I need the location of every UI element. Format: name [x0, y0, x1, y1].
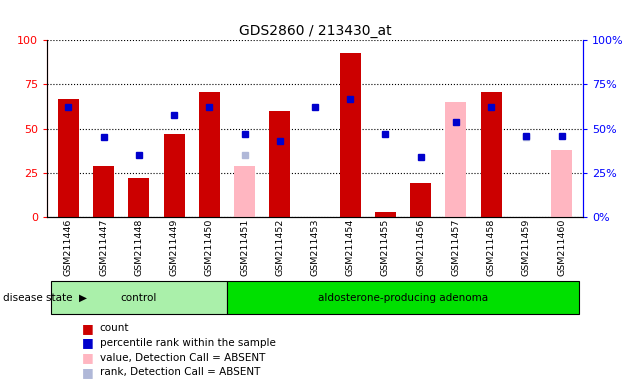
Bar: [340, 53, 361, 217]
Bar: [129, 178, 149, 217]
Text: percentile rank within the sample: percentile rank within the sample: [100, 338, 275, 348]
Text: GSM211454: GSM211454: [346, 218, 355, 276]
Text: ■: ■: [82, 366, 94, 379]
Bar: [375, 212, 396, 217]
Text: GSM211450: GSM211450: [205, 218, 214, 276]
Text: GSM211451: GSM211451: [240, 218, 249, 276]
Text: GSM211455: GSM211455: [381, 218, 390, 276]
Text: aldosterone-producing adenoma: aldosterone-producing adenoma: [318, 293, 488, 303]
Text: rank, Detection Call = ABSENT: rank, Detection Call = ABSENT: [100, 367, 260, 377]
Bar: [481, 91, 501, 217]
Text: control: control: [121, 293, 157, 303]
Text: GSM211448: GSM211448: [134, 218, 144, 276]
Bar: [93, 166, 114, 217]
Text: GSM211457: GSM211457: [452, 218, 461, 276]
Text: GSM211458: GSM211458: [486, 218, 496, 276]
Text: disease state  ▶: disease state ▶: [3, 293, 87, 303]
Text: GSM211460: GSM211460: [557, 218, 566, 276]
Text: GSM211446: GSM211446: [64, 218, 73, 276]
Text: GSM211447: GSM211447: [99, 218, 108, 276]
Text: ■: ■: [82, 351, 94, 364]
Bar: [227, 281, 579, 314]
Text: GSM211456: GSM211456: [416, 218, 425, 276]
Text: GSM211453: GSM211453: [311, 218, 319, 276]
Bar: [269, 111, 290, 217]
Bar: [445, 102, 466, 217]
Text: value, Detection Call = ABSENT: value, Detection Call = ABSENT: [100, 353, 265, 362]
Bar: [410, 184, 432, 217]
Bar: [51, 281, 227, 314]
Bar: [551, 150, 572, 217]
Bar: [58, 99, 79, 217]
Bar: [164, 134, 185, 217]
Text: count: count: [100, 323, 129, 333]
Bar: [234, 166, 255, 217]
Title: GDS2860 / 213430_at: GDS2860 / 213430_at: [239, 24, 391, 38]
Text: ■: ■: [82, 322, 94, 335]
Text: GSM211452: GSM211452: [275, 218, 284, 276]
Text: GSM211449: GSM211449: [169, 218, 178, 276]
Text: ■: ■: [82, 336, 94, 349]
Bar: [198, 91, 220, 217]
Text: GSM211459: GSM211459: [522, 218, 531, 276]
